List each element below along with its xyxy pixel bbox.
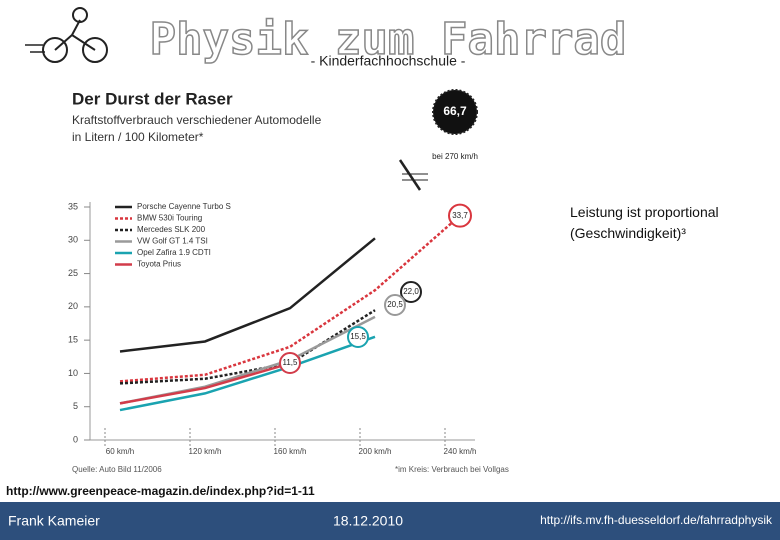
footer-author: Frank Kameier <box>8 513 100 529</box>
series-line <box>119 214 461 383</box>
footer-date: 18.12.2010 <box>333 513 403 529</box>
y-tick-label: 20 <box>68 301 78 311</box>
value-label-ring <box>448 203 472 228</box>
y-tick-label: 0 <box>73 434 78 444</box>
annotation-ring <box>432 89 478 135</box>
annotation: 20,5 <box>387 300 403 309</box>
annotation-ring <box>347 326 369 348</box>
break-line <box>398 159 422 191</box>
legend-label: Mercedes SLK 200 <box>137 225 206 234</box>
chart-subtitle-box: Kraftstoffverbrauch verschiedener Automo… <box>72 113 322 144</box>
y-tick-label: 15 <box>68 335 78 345</box>
annotation: 11,5 <box>283 358 299 367</box>
annotation-ring <box>400 281 422 303</box>
x-tick-label: 160 km/h <box>274 447 307 456</box>
series-line <box>119 309 376 385</box>
y-tick-label: 10 <box>68 368 78 378</box>
chart-footnote: *im Kreis: Verbrauch bei Vollgas <box>395 465 509 474</box>
note: Leistung ist proportional (Geschwindigke… <box>570 204 719 241</box>
legend-label: VW Golf GT 1.4 TSI <box>137 237 208 246</box>
bike-logo <box>25 7 108 63</box>
chart-source: Quelle: Auto Bild 11/2006 <box>72 465 162 474</box>
chart-subtitle: Kraftstoffverbrauch verschiedener Automo… <box>72 113 322 144</box>
axis-break <box>402 173 428 181</box>
series-line <box>119 362 291 405</box>
annotation: 15,5 <box>350 332 366 341</box>
annotation-ring <box>279 352 301 374</box>
value-label: 33,7 <box>452 211 468 220</box>
legend-label: BMW 530i Touring <box>137 214 202 223</box>
series-line <box>119 237 376 353</box>
note-box: Leistung ist proportional (Geschwindigke… <box>570 204 719 241</box>
chart-title: Der Durst der Raser <box>72 89 233 108</box>
x-tick-label: 60 km/h <box>106 447 134 456</box>
footer-bar <box>0 502 780 540</box>
x-tick-label: 120 km/h <box>189 447 222 456</box>
y-tick-label: 30 <box>68 235 78 245</box>
annotation: bei 270 km/h <box>432 152 478 161</box>
annotation-ring <box>384 294 406 316</box>
y-tick-label: 25 <box>68 268 78 278</box>
y-tick-label: 5 <box>73 401 78 411</box>
annotation: 66,7 <box>443 104 467 118</box>
slide-title: Physik zum Fahrrad <box>150 14 627 65</box>
slide-subtitle: - Kinderfachhochschule - <box>311 53 466 69</box>
x-tick-label: 200 km/h <box>359 447 392 456</box>
y-tick-label: 35 <box>68 201 78 211</box>
x-tick-label: 240 km/h <box>444 447 477 456</box>
annotation: 22,0 <box>403 287 419 296</box>
legend-label: Opel Zafira 1.9 CDTI <box>137 248 211 257</box>
source-url: http://www.greenpeace-magazin.de/index.p… <box>6 484 315 498</box>
legend-label: Toyota Prius <box>137 260 181 269</box>
legend-label: Porsche Cayenne Turbo S <box>137 202 231 211</box>
series-line <box>119 335 376 412</box>
footer-url: http://ifs.mv.fh-duesseldorf.de/fahrradp… <box>540 513 773 527</box>
